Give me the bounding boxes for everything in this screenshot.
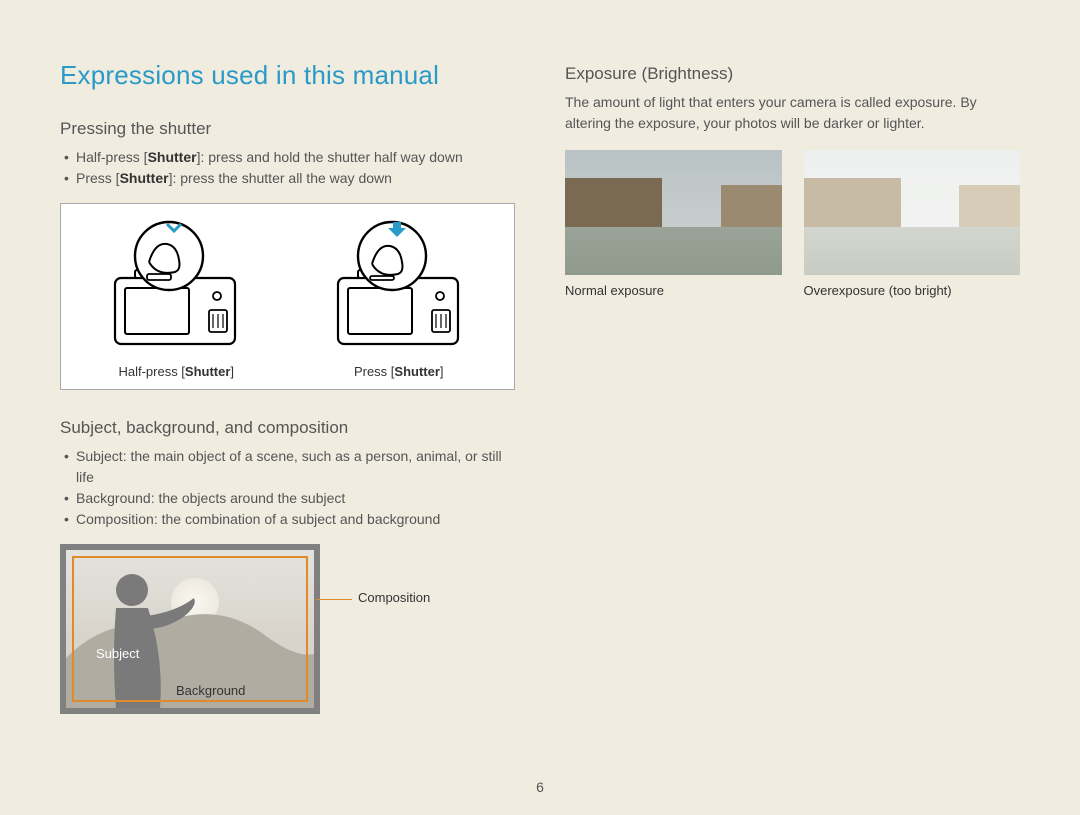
composition-heading: Subject, background, and composition bbox=[60, 418, 515, 438]
building-left-icon bbox=[804, 178, 901, 233]
shutter-bullet-1: Half-press [Shutter]: press and hold the… bbox=[64, 147, 515, 168]
page-number: 6 bbox=[0, 779, 1080, 795]
composition-bullet-2: Background: the objects around the subje… bbox=[64, 488, 515, 509]
composition-figure: Subject Background bbox=[60, 544, 320, 714]
camera-half-press-icon bbox=[91, 218, 261, 358]
composition-callout: Composition bbox=[358, 590, 430, 605]
background-label: Background bbox=[176, 683, 245, 698]
over-exposure-image bbox=[804, 150, 1021, 275]
building-right-icon bbox=[959, 185, 1020, 233]
half-press-block: Half-press [Shutter] bbox=[73, 218, 280, 379]
water-icon bbox=[804, 227, 1021, 275]
half-press-caption: Half-press [Shutter] bbox=[73, 364, 280, 379]
normal-exposure-caption: Normal exposure bbox=[565, 283, 782, 298]
camera-full-press-icon bbox=[314, 218, 484, 358]
left-column: Expressions used in this manual Pressing… bbox=[60, 60, 515, 714]
exposure-heading: Exposure (Brightness) bbox=[565, 64, 1020, 84]
composition-bullet-1: Subject: the main object of a scene, suc… bbox=[64, 446, 515, 488]
shutter-figure: Half-press [Shutter] bbox=[60, 203, 515, 390]
normal-exposure-block: Normal exposure bbox=[565, 150, 782, 298]
subject-label: Subject bbox=[96, 646, 139, 661]
right-column: Exposure (Brightness) The amount of ligh… bbox=[565, 60, 1020, 714]
water-icon bbox=[565, 227, 782, 275]
shutter-heading: Pressing the shutter bbox=[60, 119, 515, 139]
full-press-caption: Press [Shutter] bbox=[296, 364, 503, 379]
composition-bullets: Subject: the main object of a scene, suc… bbox=[60, 446, 515, 530]
composition-figure-wrap: Subject Background Composition bbox=[60, 544, 440, 714]
normal-exposure-image bbox=[565, 150, 782, 275]
building-left-icon bbox=[565, 178, 662, 233]
shutter-bullet-2: Press [Shutter]: press the shutter all t… bbox=[64, 168, 515, 189]
building-right-icon bbox=[721, 185, 782, 233]
shutter-bullets: Half-press [Shutter]: press and hold the… bbox=[60, 147, 515, 189]
page-title: Expressions used in this manual bbox=[60, 60, 515, 91]
over-exposure-block: Overexposure (too bright) bbox=[804, 150, 1021, 298]
exposure-row: Normal exposure Overexposure (too bright… bbox=[565, 150, 1020, 298]
composition-frame bbox=[72, 556, 308, 702]
full-press-block: Press [Shutter] bbox=[296, 218, 503, 379]
composition-bullet-3: Composition: the combination of a subjec… bbox=[64, 509, 515, 530]
exposure-body: The amount of light that enters your cam… bbox=[565, 92, 1020, 134]
over-exposure-caption: Overexposure (too bright) bbox=[804, 283, 1021, 298]
composition-callout-line bbox=[316, 599, 352, 600]
